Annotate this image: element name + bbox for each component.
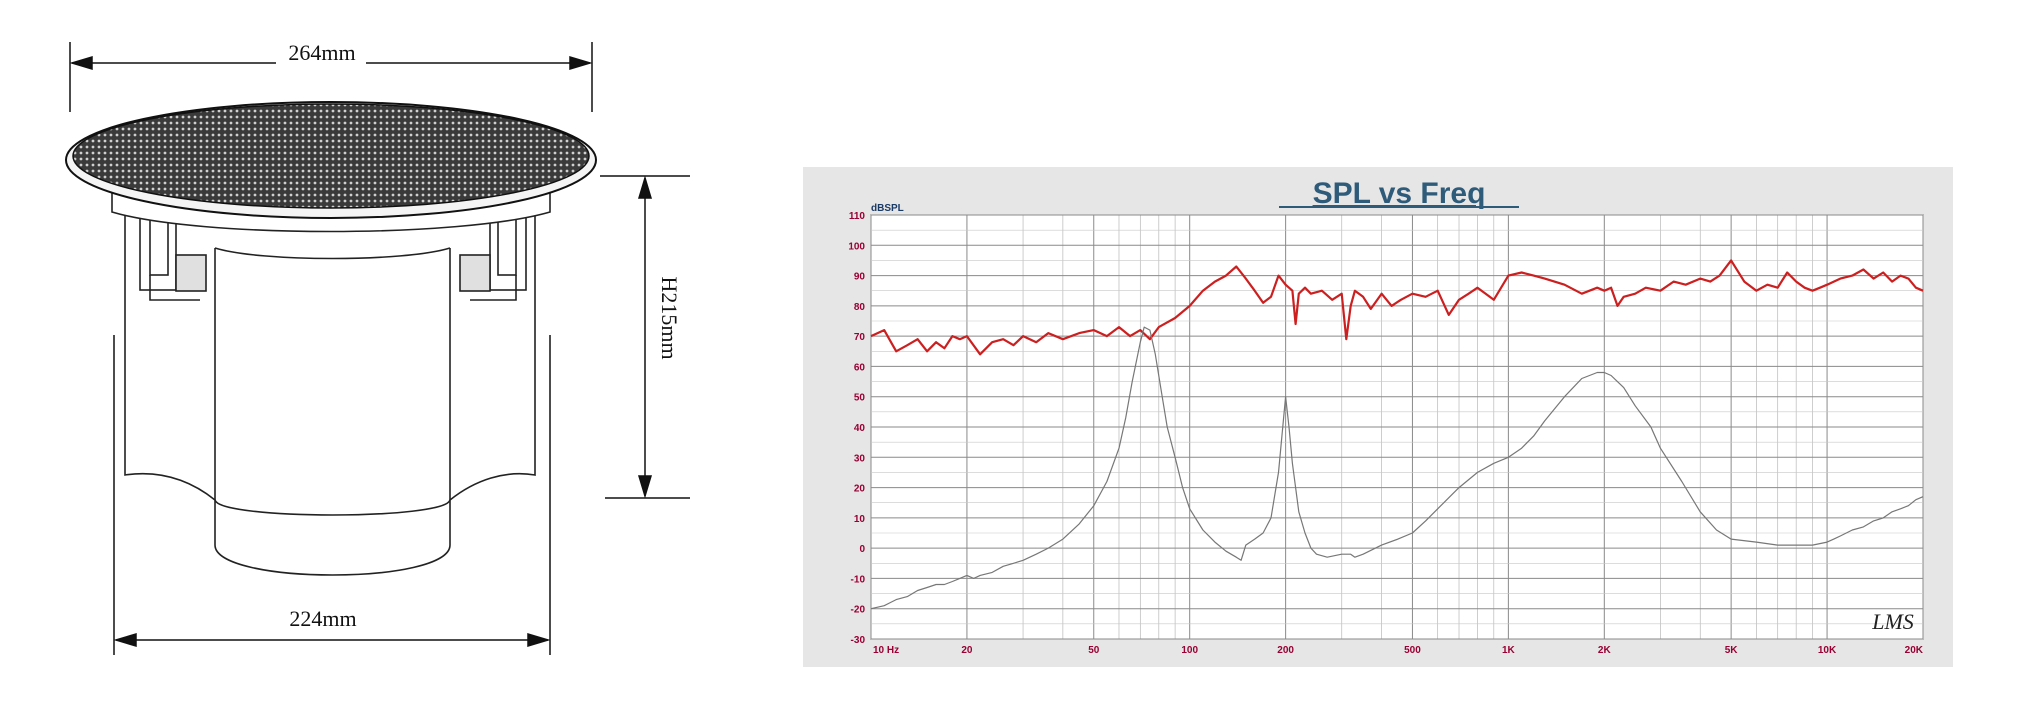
y-tick-label: 60 — [854, 362, 866, 373]
x-tick-label: 10K — [1818, 645, 1837, 656]
x-tick-label: 20K — [1905, 645, 1924, 656]
x-tick-label: 200 — [1277, 645, 1294, 656]
bottom-width-label: 224mm — [289, 606, 356, 631]
x-tick-label: 500 — [1404, 645, 1421, 656]
spl-response-line — [870, 259, 1924, 356]
y-tick-label: -30 — [851, 635, 866, 646]
y-tick-label: 90 — [854, 272, 866, 283]
y-tick-label: 20 — [854, 484, 866, 495]
impedance-line — [870, 326, 1924, 610]
y-tick-label: 70 — [854, 332, 866, 343]
x-tick-label: 50 — [1088, 645, 1100, 656]
x-tick-label: 5K — [1725, 645, 1739, 656]
y-tick-label: 100 — [848, 241, 865, 252]
spl-chart: SPL vs Freq dBSPL 1101009080706050403020… — [848, 177, 1924, 656]
top-width-label: 264mm — [288, 40, 355, 65]
y-tick-label: 0 — [859, 544, 865, 555]
x-tick-label: 10 Hz — [873, 645, 899, 656]
speaker-grille — [65, 101, 597, 219]
x-tick-label: 20 — [961, 645, 973, 656]
grid — [870, 214, 1924, 640]
bottom-dimension — [113, 335, 551, 655]
height-dimension — [600, 175, 690, 499]
y-tick-label: 80 — [854, 302, 866, 313]
height-label: H215mm — [657, 276, 682, 359]
y-axis-unit: dBSPL — [871, 203, 904, 214]
x-tick-label: 100 — [1181, 645, 1198, 656]
y-tick-label: 40 — [854, 423, 866, 434]
y-tick-label: -10 — [851, 574, 866, 585]
y-tick-label: 30 — [854, 453, 866, 464]
chart-title: SPL vs Freq — [1313, 177, 1486, 210]
y-tick-label: 50 — [854, 393, 866, 404]
y-tick-label: -20 — [851, 605, 866, 616]
x-tick-label: 2K — [1598, 645, 1612, 656]
y-tick-label: 10 — [854, 514, 866, 525]
y-tick-label: 110 — [849, 211, 866, 222]
x-ticks: 10 Hz 20 50 100 200 500 1K 2K 5K 10K 20K — [873, 645, 1924, 656]
series-group — [870, 259, 1924, 610]
x-tick-label: 1K — [1502, 645, 1516, 656]
speaker-body — [111, 189, 551, 576]
lms-logo: LMS — [1871, 609, 1914, 634]
speaker-drawing: 264mm H215 — [65, 40, 690, 655]
spl-chart-panel: SPL vs Freq dBSPL 110 100 90 80 70 60 50 40 30 20… — [803, 167, 1953, 667]
